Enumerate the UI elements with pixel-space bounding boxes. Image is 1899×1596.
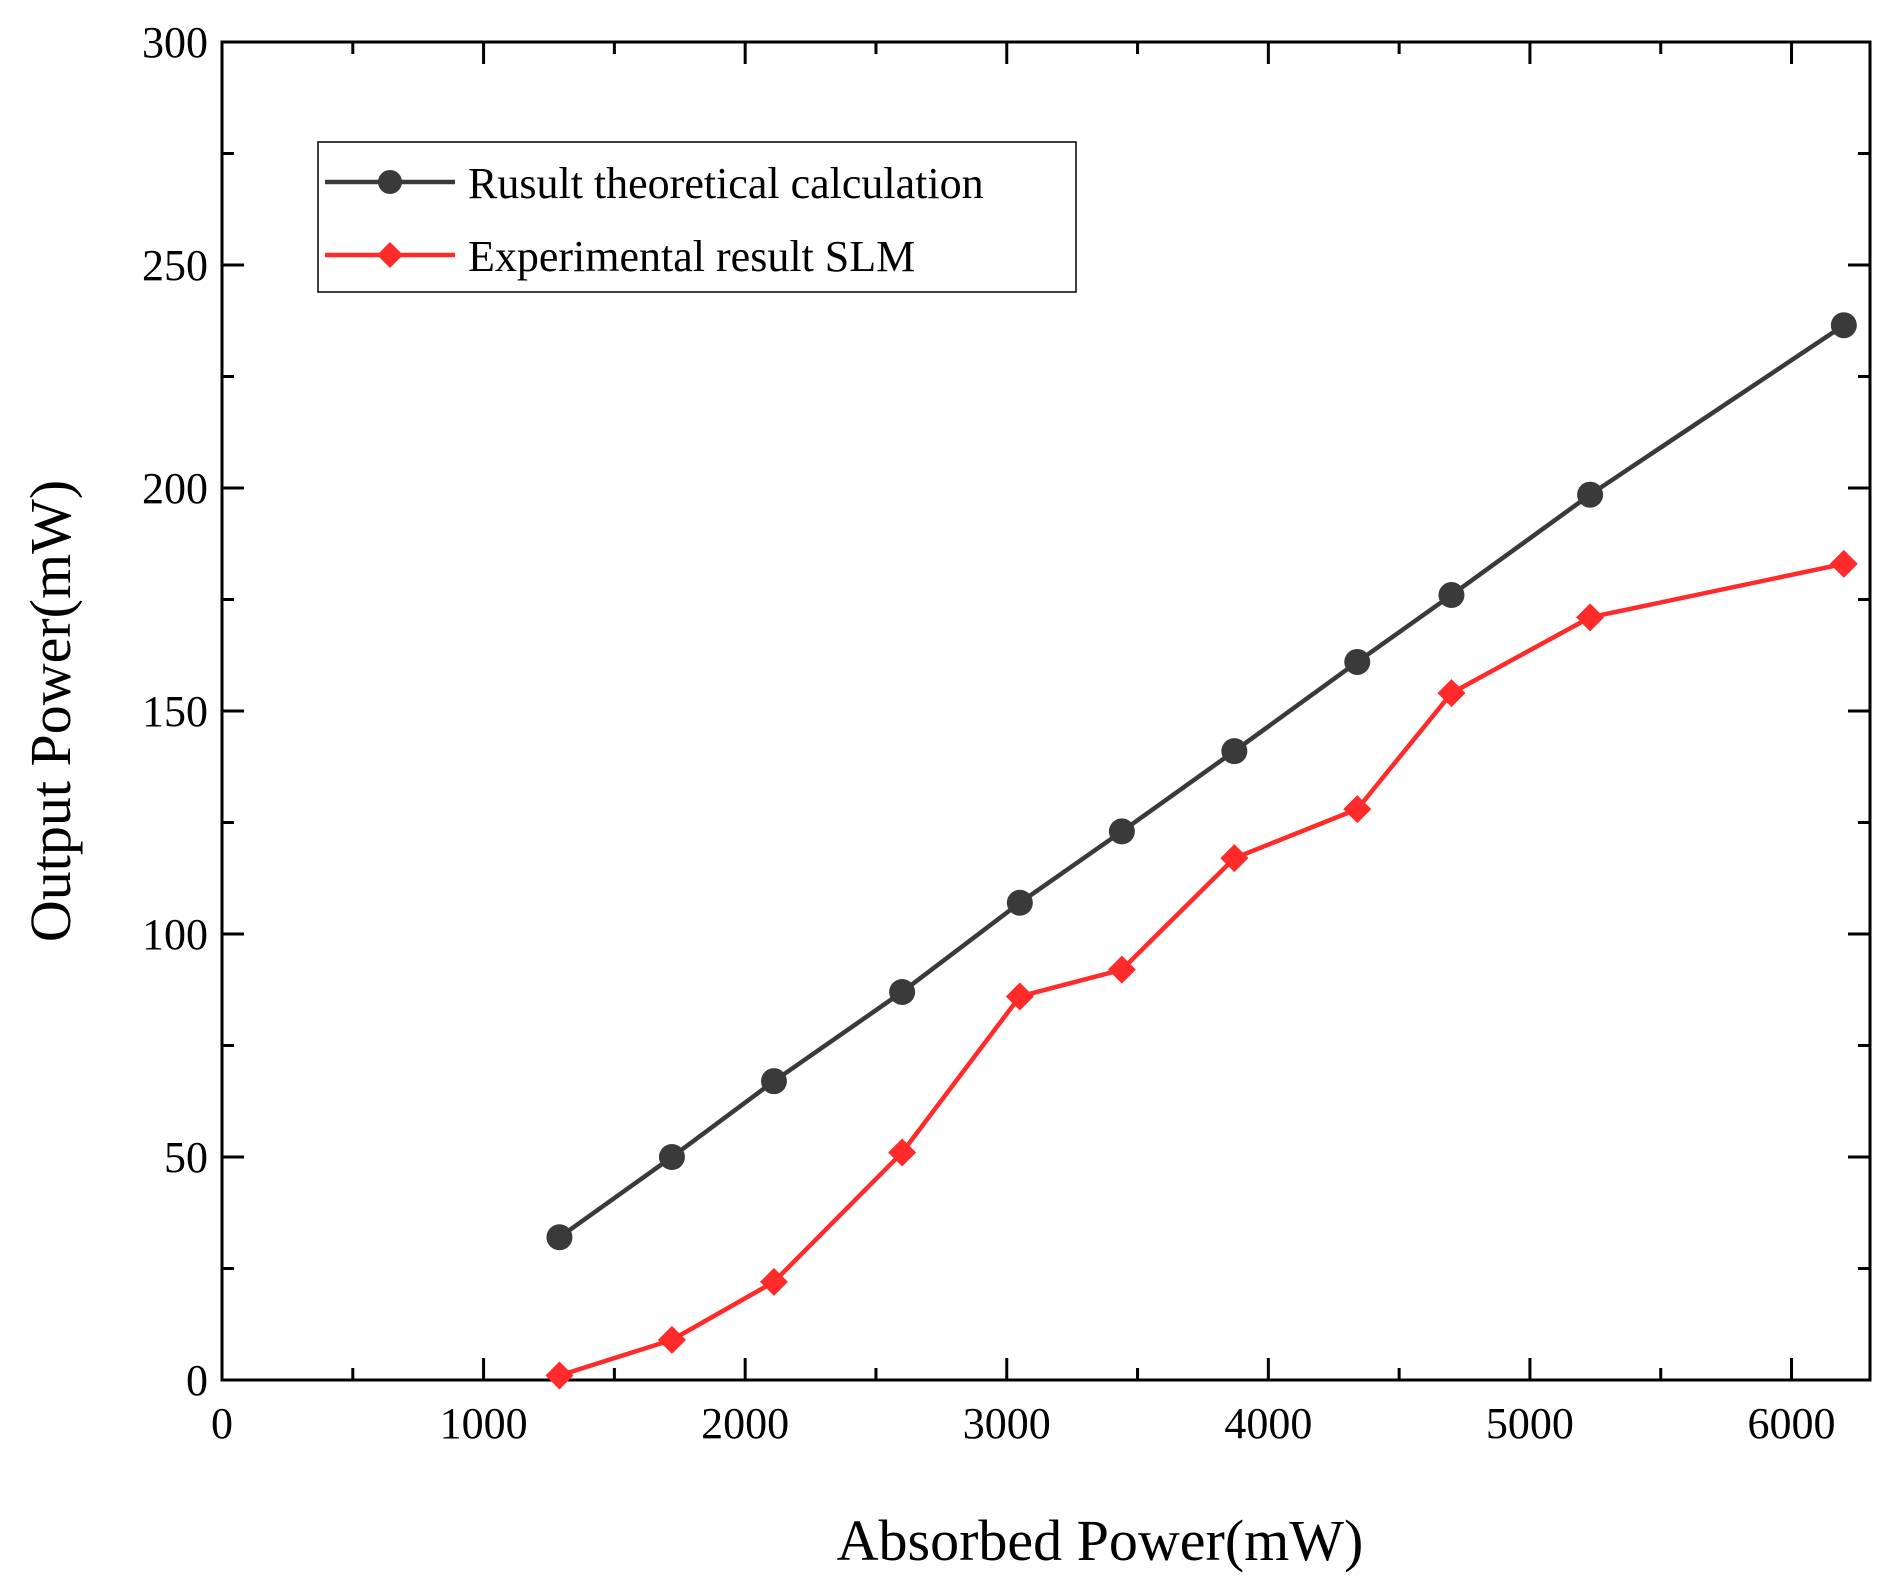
data-point bbox=[1005, 982, 1034, 1011]
legend-label-theoretical: Rusult theoretical calculation bbox=[468, 159, 984, 208]
legend-box bbox=[317, 141, 1077, 293]
y-tick-label-100: 100 bbox=[142, 910, 208, 959]
data-point bbox=[1437, 679, 1466, 708]
x-tick-label-4000: 4000 bbox=[1224, 1399, 1312, 1448]
series-line-0 bbox=[558, 323, 1846, 1240]
x-tick-label-5000: 5000 bbox=[1486, 1399, 1574, 1448]
x-tick-label-6000: 6000 bbox=[1748, 1399, 1836, 1448]
data-point bbox=[657, 1325, 686, 1354]
data-point bbox=[1576, 603, 1605, 632]
data-point bbox=[1577, 481, 1604, 508]
legend-marker-theoretical bbox=[378, 170, 402, 194]
data-point bbox=[1438, 582, 1465, 609]
data-point bbox=[1829, 549, 1858, 578]
x-tick-labels: 0 1000 2000 3000 4000 5000 6000 bbox=[211, 1399, 1836, 1448]
legend-label-experimental: Experimental result SLM bbox=[468, 232, 915, 281]
data-point bbox=[888, 1138, 917, 1167]
x-tick-label-1000: 1000 bbox=[440, 1399, 528, 1448]
series-1 bbox=[545, 549, 1858, 1390]
data-point bbox=[1006, 889, 1033, 916]
data-point bbox=[658, 1144, 685, 1170]
data-point bbox=[545, 1361, 574, 1390]
axis-ticks bbox=[220, 40, 1870, 1382]
data-point bbox=[759, 1267, 788, 1296]
y-tick-label-50: 50 bbox=[164, 1133, 208, 1182]
legend: Rusult theoretical calculation Experimen… bbox=[317, 141, 1077, 293]
x-tick-label-0: 0 bbox=[211, 1399, 233, 1448]
data-point bbox=[1220, 844, 1249, 873]
data-point bbox=[889, 978, 916, 1005]
data-point bbox=[546, 1224, 573, 1251]
y-tick-label-200: 200 bbox=[142, 464, 208, 513]
data-point bbox=[1108, 818, 1135, 845]
x-tick-label-2000: 2000 bbox=[701, 1399, 789, 1448]
y-tick-labels: 0 50 100 150 200 250 300 bbox=[142, 18, 208, 1405]
data-point bbox=[760, 1068, 787, 1095]
series-layer bbox=[545, 312, 1858, 1390]
data-point bbox=[1344, 648, 1371, 675]
series-0 bbox=[546, 312, 1857, 1251]
y-tick-label-300: 300 bbox=[142, 18, 208, 67]
y-tick-label-250: 250 bbox=[142, 241, 208, 290]
legend-marker-experimental bbox=[377, 242, 403, 268]
y-tick-label-0: 0 bbox=[186, 1356, 208, 1405]
y-tick-label-150: 150 bbox=[142, 687, 208, 736]
series-line-1 bbox=[558, 561, 1845, 1378]
y-axis-title: Output Power(mW) bbox=[18, 480, 83, 942]
data-point bbox=[1221, 738, 1248, 765]
x-tick-label-3000: 3000 bbox=[963, 1399, 1051, 1448]
data-point bbox=[1830, 312, 1857, 339]
data-point bbox=[1107, 955, 1136, 984]
data-point bbox=[1343, 795, 1372, 824]
x-axis-title: Absorbed Power(mW) bbox=[837, 1508, 1364, 1573]
